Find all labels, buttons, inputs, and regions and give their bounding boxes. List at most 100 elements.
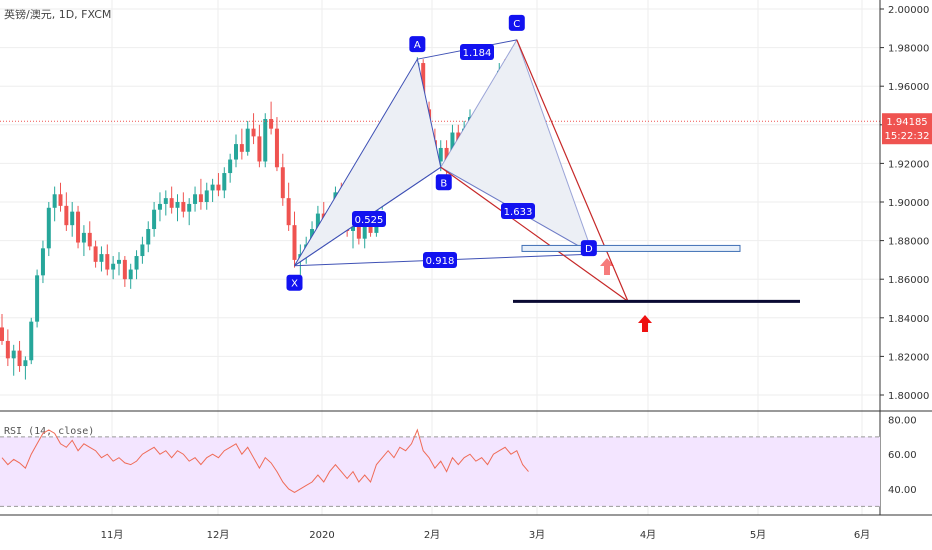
candle-body	[234, 144, 238, 160]
candle-body	[23, 360, 28, 367]
candle-body	[5, 340, 10, 359]
time-tick-label: 11月	[101, 529, 124, 541]
time-tick-label: 3月	[529, 529, 545, 541]
rsi-title: RSI (14, close)	[4, 426, 95, 437]
ratio-label-0-525: 0.525	[355, 215, 384, 226]
candle-body	[216, 184, 221, 191]
price-tick-label: 2.00000	[888, 5, 929, 16]
candle-body	[76, 211, 81, 243]
price-axis[interactable]: 1.80000 1.82000 1.84000 1.86000 1.88000 1.900…	[0, 0, 932, 515]
candle-body	[46, 207, 51, 249]
candle-body	[269, 119, 274, 129]
price-tick-label: 1.88000	[888, 237, 929, 248]
candle-body	[93, 246, 98, 262]
candle-body	[58, 194, 63, 206]
point-c-label: C	[513, 19, 520, 30]
rsi-line	[1, 428, 529, 494]
candle-body	[210, 184, 215, 191]
price-tick-label: 1.96000	[888, 82, 929, 93]
point-b-label: B	[440, 178, 447, 189]
arrow-up-icon	[600, 258, 614, 275]
time-tick-label: 6月	[854, 529, 870, 541]
ratio-label-0-918-bg	[423, 252, 457, 268]
candle-body	[70, 211, 75, 226]
candle-body	[175, 202, 180, 208]
point-x-label: X	[291, 279, 298, 290]
candle-body	[274, 128, 279, 168]
time-tick-label: 2月	[424, 529, 440, 541]
arrow-up-icon	[638, 315, 652, 332]
candle-body	[11, 350, 16, 359]
candle-body	[35, 275, 40, 322]
time-tick-label: 2020	[309, 530, 334, 541]
candle-body	[251, 128, 256, 137]
candle-body	[292, 225, 297, 260]
harmonic-pattern[interactable]: X A B C D 0.525 1.184 1.633 0.918	[286, 14, 801, 332]
candle-body	[40, 248, 45, 276]
rsi-tick-label: 60.00	[888, 450, 917, 461]
candle-body	[117, 259, 121, 264]
price-tick-label: 1.84000	[888, 314, 929, 325]
candle-body	[152, 209, 157, 230]
price-tick-label: 1.90000	[888, 198, 929, 209]
candle-body	[81, 232, 86, 243]
point-a-label-bg	[409, 36, 426, 53]
candle-body	[122, 259, 127, 280]
candle-body	[239, 144, 244, 152]
point-b-label-bg	[435, 174, 452, 191]
projection-line-c	[516, 39, 629, 302]
candle-body	[286, 198, 291, 226]
candle-body	[0, 327, 4, 341]
point-x-label-bg	[286, 274, 303, 291]
candle-body	[99, 254, 104, 262]
candle-body	[351, 223, 355, 231]
candle-body	[362, 221, 367, 239]
candle-body	[105, 254, 110, 270]
time-tick-label: 5月	[750, 529, 766, 541]
candle-body	[356, 223, 361, 239]
candle-body	[169, 198, 174, 208]
candle-body	[64, 205, 69, 226]
ratio-label-0-918: 0.918	[426, 256, 455, 267]
ratio-label-1-633: 1.633	[504, 207, 533, 218]
price-tick-label: 1.98000	[888, 44, 929, 55]
candle-body	[198, 194, 203, 202]
countdown-label: 15:22:32	[885, 131, 930, 142]
prz-box	[521, 244, 741, 252]
time-tick-label: 12月	[207, 529, 230, 541]
point-a-label: A	[414, 40, 421, 51]
point-d-label-bg	[580, 240, 597, 257]
candle-body	[157, 203, 162, 210]
ratio-label-1-184-bg	[460, 44, 494, 60]
price-tick-label: 1.86000	[888, 275, 929, 286]
chart-title: 英镑/澳元, 1D, FXCM	[4, 8, 112, 21]
candle-body	[257, 136, 262, 162]
candle-body	[87, 232, 92, 247]
point-c-label-bg	[508, 14, 525, 31]
price-tick-label: 1.82000	[888, 352, 929, 363]
rsi-pane: 80.00 60.00 40.00	[0, 415, 917, 507]
candle-body	[280, 167, 285, 199]
rsi-band	[0, 436, 880, 507]
ratio-label-0-525-bg	[352, 211, 386, 227]
candle-body	[187, 203, 192, 212]
candle-body	[245, 128, 250, 152]
candle-body	[368, 221, 373, 233]
price-tick-label: 1.92000	[888, 159, 929, 170]
candle-body	[140, 244, 145, 257]
rsi-tick-label: 80.00	[888, 415, 917, 426]
current-price-label: 1.94185	[886, 117, 927, 128]
candle-body	[263, 119, 268, 162]
ratio-label-1-633-bg	[501, 203, 535, 219]
candle-body	[128, 269, 133, 280]
time-tick-label: 4月	[640, 529, 656, 541]
point-d-label: D	[585, 244, 593, 255]
candle-body	[134, 256, 139, 270]
time-axis[interactable]: 11月 12月 2020 2月 3月 4月 5月 6月	[0, 514, 932, 541]
candle-body	[111, 263, 116, 270]
candle-body	[163, 198, 168, 204]
candle-body	[222, 173, 227, 191]
candle-body	[146, 229, 151, 245]
candle-body	[193, 194, 198, 204]
